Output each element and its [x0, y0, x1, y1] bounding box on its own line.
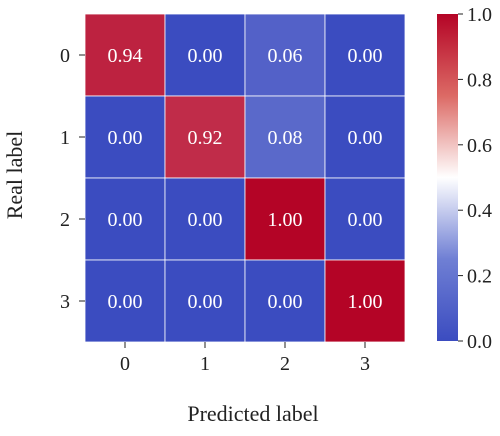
colorbar-ticks: 0.0 0.2 0.4 0.6 0.8 1.0: [458, 4, 492, 353]
heatmap-cell: [244, 259, 326, 343]
x-axis-title: Predicted label: [187, 401, 318, 426]
colorbar-tick-label: 1.0: [467, 4, 492, 26]
heatmap-cell-label: 0.00: [188, 45, 223, 67]
heatmap-cell-labels: 0.94 0.00 0.06 0.00 0.00 0.92 0.08 0.00 0.00 0.00…: [108, 45, 383, 313]
colorbar-tick-label: 0.6: [467, 135, 492, 157]
x-tick-label: 1: [200, 353, 210, 375]
heatmap-cells: [84, 13, 406, 343]
heatmap-cell-label: 1.00: [348, 291, 383, 313]
colorbar-tick-label: 0.2: [467, 266, 492, 288]
colorbar-gradient: [437, 14, 458, 341]
heatmap-cell: [324, 177, 406, 261]
colorbar: 0.0 0.2 0.4 0.6 0.8 1.0: [437, 4, 492, 353]
heatmap-cell-label: 0.00: [348, 45, 383, 67]
heatmap-cell: [164, 177, 246, 261]
y-axis-title: Real label: [2, 131, 27, 220]
x-axis: 0 1 2 3: [120, 342, 370, 375]
y-tick-label: 2: [60, 209, 70, 231]
heatmap-cell-label: 0.00: [188, 291, 223, 313]
heatmap-cell: [84, 259, 166, 343]
heatmap-cell-label: 0.94: [108, 45, 143, 67]
heatmap-cell-label: 0.92: [188, 127, 223, 149]
heatmap-cell: [244, 13, 326, 97]
y-axis: 0 1 2 3: [60, 45, 85, 313]
colorbar-tick-label: 0.4: [467, 200, 492, 222]
heatmap-cell-label: 0.08: [268, 127, 303, 149]
y-tick-label: 1: [60, 127, 70, 149]
heatmap-cell: [324, 259, 406, 343]
heatmap-cell-label: 1.00: [268, 209, 303, 231]
x-tick-label: 3: [360, 353, 370, 375]
heatmap-cell-label: 0.00: [348, 209, 383, 231]
heatmap-cell-label: 0.00: [188, 209, 223, 231]
heatmap-cell-label: 0.00: [108, 291, 143, 313]
heatmap-cell: [164, 95, 246, 179]
y-tick-label: 3: [60, 291, 70, 313]
heatmap-cell: [324, 95, 406, 179]
y-tick-label: 0: [60, 45, 70, 67]
colorbar-tick-label: 0.0: [467, 331, 492, 353]
x-tick-label: 0: [120, 353, 130, 375]
heatmap-cell: [164, 13, 246, 97]
heatmap-cell-label: 0.00: [108, 127, 143, 149]
heatmap-cell-label: 0.00: [268, 291, 303, 313]
heatmap-cell: [164, 259, 246, 343]
heatmap-cell: [324, 13, 406, 97]
heatmap-cell: [84, 95, 166, 179]
x-tick-label: 2: [280, 353, 290, 375]
heatmap-cell-label: 0.06: [268, 45, 303, 67]
heatmap-cell-label: 0.00: [108, 209, 143, 231]
heatmap-cell: [84, 13, 166, 97]
colorbar-tick-label: 0.8: [467, 69, 492, 91]
heatmap-cell-label: 0.00: [348, 127, 383, 149]
